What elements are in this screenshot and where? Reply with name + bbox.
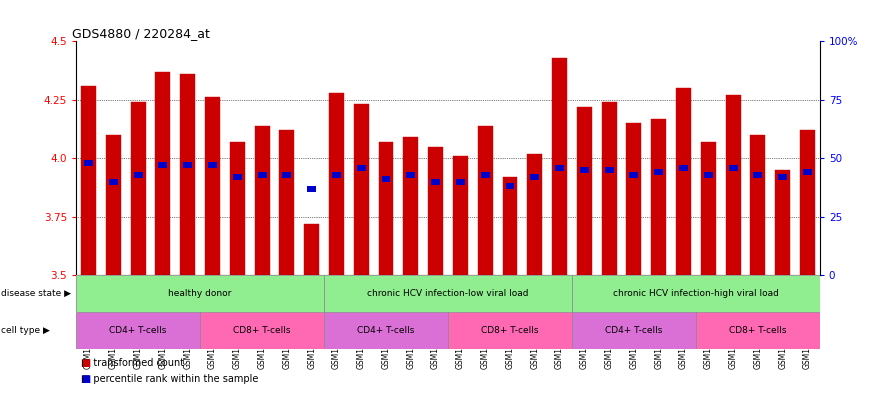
Bar <box>280 130 294 275</box>
Bar <box>282 172 291 178</box>
Bar <box>572 275 820 312</box>
Bar <box>109 179 117 185</box>
Bar <box>528 154 542 275</box>
Bar <box>630 172 638 178</box>
Text: ■: ■ <box>81 358 90 368</box>
Bar <box>754 172 762 178</box>
Bar <box>332 172 340 178</box>
Bar <box>258 172 266 178</box>
Bar <box>505 184 514 189</box>
Text: CD4+ T-cells: CD4+ T-cells <box>358 326 415 335</box>
Bar <box>503 177 517 275</box>
Bar <box>205 97 220 275</box>
Bar <box>552 58 567 275</box>
Bar <box>428 147 443 275</box>
Bar <box>307 186 316 192</box>
Bar <box>679 165 688 171</box>
Bar <box>696 312 820 349</box>
Bar <box>324 312 448 349</box>
Text: ■: ■ <box>81 374 90 384</box>
Bar <box>453 156 468 275</box>
Bar <box>131 102 145 275</box>
Text: ■ percentile rank within the sample: ■ percentile rank within the sample <box>81 374 258 384</box>
Text: cell type ▶: cell type ▶ <box>1 326 50 335</box>
Bar <box>726 95 740 275</box>
Bar <box>324 275 572 312</box>
Bar <box>654 169 663 175</box>
Bar <box>572 312 696 349</box>
Text: healthy donor: healthy donor <box>168 289 232 298</box>
Bar <box>803 169 812 175</box>
Bar <box>305 224 319 275</box>
Bar <box>580 167 589 173</box>
Bar <box>481 172 489 178</box>
Bar <box>230 142 245 275</box>
Bar <box>379 142 393 275</box>
Bar <box>626 123 642 275</box>
Text: CD4+ T-cells: CD4+ T-cells <box>605 326 663 335</box>
Bar <box>403 137 418 275</box>
Bar <box>728 165 737 171</box>
Bar <box>134 172 142 178</box>
Bar <box>106 135 121 275</box>
Bar <box>184 162 192 168</box>
Bar <box>556 165 564 171</box>
Bar <box>329 93 344 275</box>
Bar <box>605 167 614 173</box>
Bar <box>602 102 616 275</box>
Bar <box>159 162 168 168</box>
Bar <box>431 179 440 185</box>
Bar <box>751 135 765 275</box>
Bar <box>76 275 324 312</box>
Bar <box>354 105 368 275</box>
Bar <box>82 86 96 275</box>
Bar <box>530 174 539 180</box>
Text: CD4+ T-cells: CD4+ T-cells <box>109 326 167 335</box>
Bar <box>775 170 790 275</box>
Text: GDS4880 / 220284_at: GDS4880 / 220284_at <box>73 27 211 40</box>
Bar <box>357 165 366 171</box>
Text: chronic HCV infection-high viral load: chronic HCV infection-high viral load <box>613 289 779 298</box>
Bar <box>84 160 93 166</box>
Bar <box>701 142 716 275</box>
Text: ■ transformed count: ■ transformed count <box>81 358 184 368</box>
Bar <box>779 174 787 180</box>
Bar <box>254 125 270 275</box>
Bar <box>76 312 200 349</box>
Text: chronic HCV infection-low viral load: chronic HCV infection-low viral load <box>367 289 529 298</box>
Bar <box>704 172 712 178</box>
Bar <box>180 74 195 275</box>
Bar <box>382 176 391 182</box>
Bar <box>233 174 242 180</box>
Bar <box>448 312 572 349</box>
Bar <box>478 125 493 275</box>
Bar <box>156 72 170 275</box>
Text: CD8+ T-cells: CD8+ T-cells <box>729 326 787 335</box>
Text: CD8+ T-cells: CD8+ T-cells <box>233 326 291 335</box>
Bar <box>651 119 666 275</box>
Bar <box>577 107 591 275</box>
Text: disease state ▶: disease state ▶ <box>1 289 71 298</box>
Text: CD8+ T-cells: CD8+ T-cells <box>481 326 538 335</box>
Bar <box>800 130 814 275</box>
Bar <box>456 179 465 185</box>
Bar <box>200 312 324 349</box>
Bar <box>407 172 415 178</box>
Bar <box>676 88 691 275</box>
Bar <box>208 162 217 168</box>
